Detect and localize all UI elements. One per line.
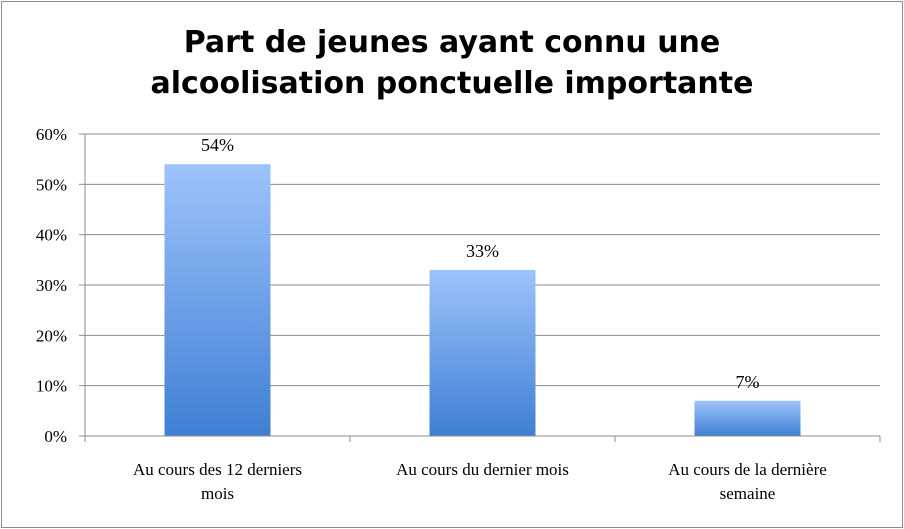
y-tick-label: 30% (36, 276, 67, 295)
y-tick-label: 60% (36, 125, 67, 144)
data-label: 33% (466, 241, 499, 261)
x-tick-label: Au cours de la dernière semaine (668, 460, 827, 503)
x-tick-label: Au cours des 12 derniers mois (133, 460, 302, 503)
x-axis: Au cours des 12 derniers mois Au cours du … (84, 435, 881, 503)
chart-title: Part de jeunes ayant connu une alcoolisa… (0, 22, 904, 104)
y-tick-label: 50% (36, 175, 67, 194)
bar (429, 269, 536, 436)
data-label: 54% (201, 135, 234, 155)
chart-title-line-2: alcoolisation ponctuelle importante (150, 66, 754, 101)
y-tick-label: 10% (36, 377, 67, 396)
chart-title-line-1: Part de jeunes ayant connu une (183, 25, 721, 60)
x-tick-label: Au cours du dernier mois (396, 460, 569, 479)
y-tick-label: 0% (44, 427, 67, 446)
data-label: 7% (736, 372, 760, 392)
bars: 54% 33% 7% (164, 135, 801, 436)
y-tick-label: 20% (36, 326, 67, 345)
y-axis: 0% 10% 20% 30% 40% 50% 60% (36, 125, 86, 446)
bar (164, 164, 271, 436)
y-tick-label: 40% (36, 226, 67, 245)
bar (694, 400, 801, 436)
